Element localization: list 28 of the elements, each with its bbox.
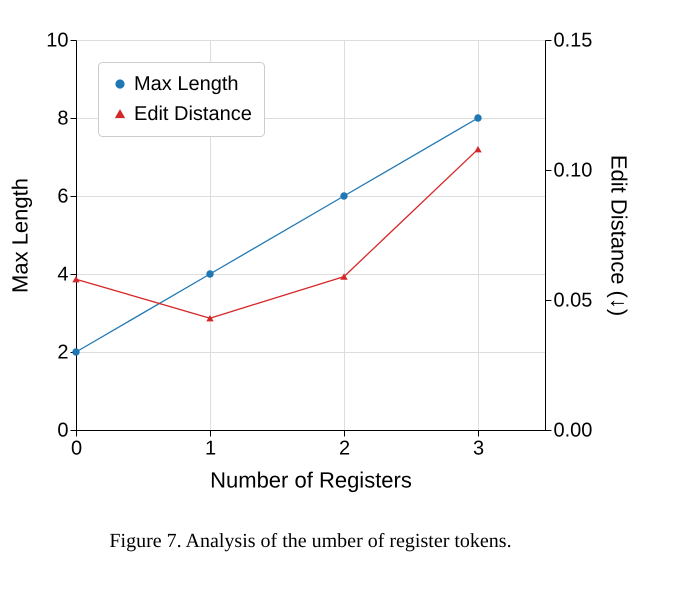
legend-label: Max Length (134, 73, 239, 95)
point (474, 114, 482, 122)
y-tick-label: 4 (57, 264, 68, 286)
caption: Figure 7. Analysis of the umber of register tokens. (109, 530, 512, 552)
y-tick-label: 2 (57, 342, 68, 364)
x-tick-label: 1 (204, 438, 216, 460)
y2-tick-label: 0.15 (554, 30, 592, 52)
y-tick-label: 8 (57, 108, 68, 130)
y-axis-title: Max Length (7, 178, 32, 293)
x-axis-title: Number of Registers (210, 468, 412, 492)
point (474, 146, 482, 152)
y2-tick-label: 0.10 (554, 160, 592, 182)
y2-tick-label: 0.00 (554, 420, 592, 442)
y2-axis-title: Edit Distance (↓) (606, 154, 632, 316)
x-tick-label: 0 (70, 438, 82, 460)
point (72, 276, 80, 282)
point (340, 273, 348, 280)
y2-tick-label: 0.05 (554, 290, 592, 312)
x-tick-label: 3 (472, 438, 484, 460)
y-tick-label: 6 (57, 186, 68, 208)
x-tick-label: 2 (338, 438, 350, 460)
y-tick-label: 0 (57, 420, 68, 442)
point (340, 192, 348, 200)
point (206, 314, 214, 322)
point (206, 270, 214, 278)
legend-label: Edit Distance (134, 103, 252, 125)
point (72, 348, 80, 356)
y-tick-label: 10 (46, 30, 68, 52)
